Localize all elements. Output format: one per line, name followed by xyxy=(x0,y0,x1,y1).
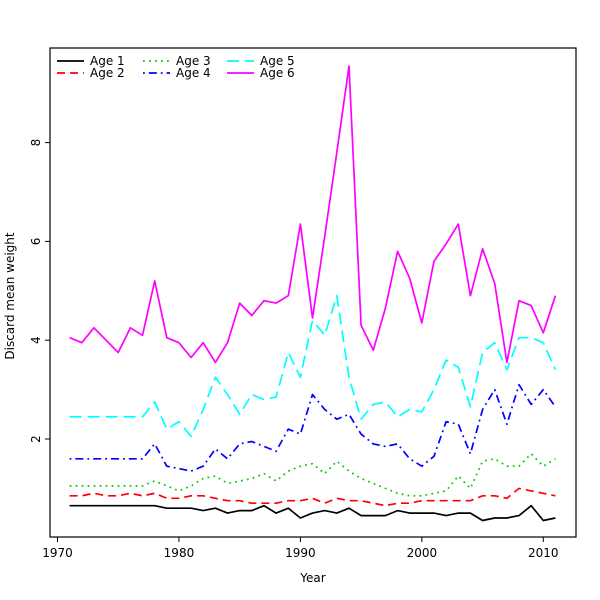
legend-item-age-1: Age 1 xyxy=(57,54,125,68)
y-tick-label: 6 xyxy=(29,238,43,246)
y-tick-label: 4 xyxy=(29,336,43,344)
legend-item-age-4: Age 4 xyxy=(143,66,211,80)
series-line-age-5 xyxy=(69,294,557,438)
y-axis-title: Discard mean weight xyxy=(3,232,17,360)
series-line-age-1 xyxy=(69,504,556,522)
legend-label: Age 2 xyxy=(90,66,125,80)
legend-item-age-2: Age 2 xyxy=(57,66,125,80)
legend-label: Age 5 xyxy=(260,54,295,68)
legend-item-age-5: Age 5 xyxy=(227,54,295,68)
series-line-age-3 xyxy=(69,452,556,497)
x-tick-label: 1970 xyxy=(42,546,73,560)
series-line-age-4 xyxy=(69,383,557,472)
x-tick-label: 1990 xyxy=(285,546,316,560)
plot-box xyxy=(49,47,577,538)
x-tick-label: 2010 xyxy=(528,546,559,560)
legend-label: Age 4 xyxy=(176,66,211,80)
legend-label: Age 1 xyxy=(90,54,125,68)
x-tick-label: 1980 xyxy=(164,546,195,560)
x-tick-label: 2000 xyxy=(407,546,438,560)
y-tick-label: 2 xyxy=(29,435,43,443)
legend-item-age-6: Age 6 xyxy=(227,66,295,80)
legend-label: Age 6 xyxy=(260,66,295,80)
y-tick-label: 8 xyxy=(29,139,43,147)
x-axis-title: Year xyxy=(299,571,325,585)
series-line-age-2 xyxy=(69,487,556,507)
series-line-age-6 xyxy=(69,65,557,364)
axis-ticks: 1970 1980 1990 2000 2010 2 4 6 8 xyxy=(29,139,559,560)
legend-item-age-3: Age 3 xyxy=(143,54,211,68)
series-lines xyxy=(69,65,557,522)
legend-label: Age 3 xyxy=(176,54,211,68)
